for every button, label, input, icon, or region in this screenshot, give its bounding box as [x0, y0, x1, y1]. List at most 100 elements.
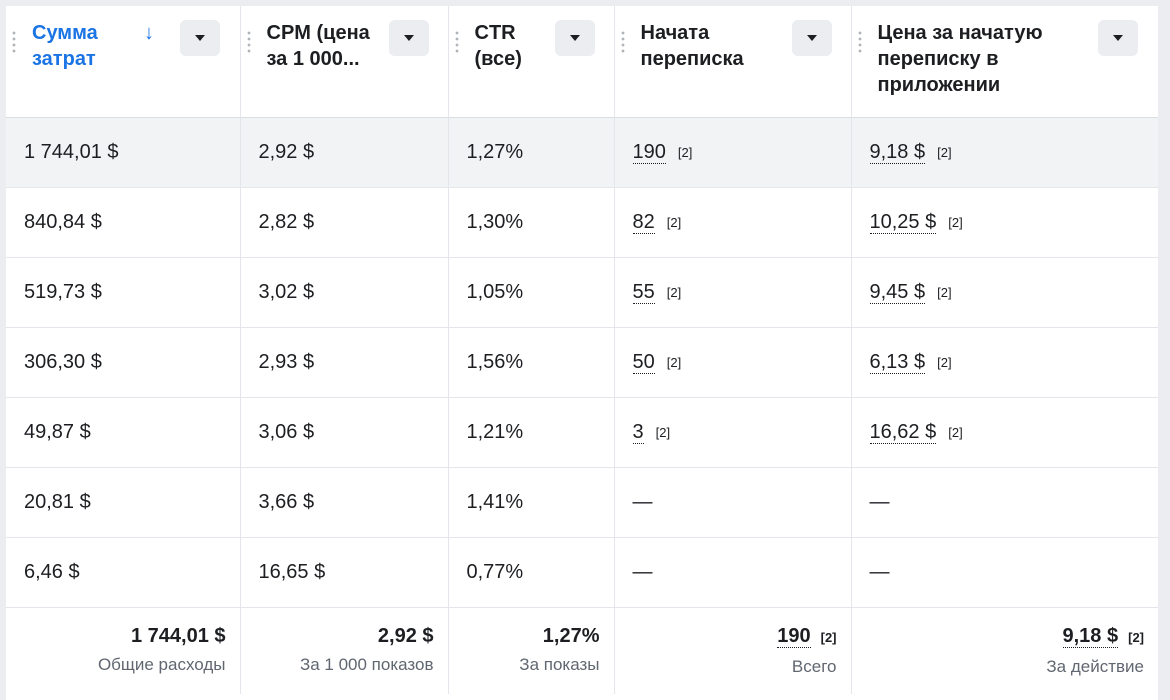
total-spend-caption: Общие расходы: [97, 654, 226, 674]
attribution-note: [2]: [948, 214, 963, 230]
table-row[interactable]: 840,84 $ 2,82 $ 1,30% 82 [2] 10,25 $ [2]: [6, 187, 1158, 258]
column-drag-handle-icon[interactable]: [246, 30, 251, 54]
column-label-conversations[interactable]: Начата переписка: [640, 22, 744, 70]
conversations-link[interactable]: 50: [632, 350, 655, 374]
cell-ctr: 1,05%: [448, 257, 615, 328]
total-cpm-caption: За 1 000 показов: [299, 654, 434, 674]
cell-spend: 1 744,01 $: [6, 117, 241, 188]
cell-ctr: 1,30%: [448, 187, 615, 258]
top-edge: [0, 0, 1170, 6]
attribution-note: [2]: [666, 214, 682, 230]
column-header-conversations[interactable]: Начата переписка: [614, 6, 852, 118]
attribution-note: [2]: [666, 354, 682, 370]
cell-ctr: 1,56%: [448, 327, 615, 398]
caret-down-icon: [195, 35, 205, 41]
cost-link[interactable]: 9,18 $: [869, 140, 926, 164]
attribution-note: [2]: [655, 424, 671, 440]
attribution-note: [2]: [937, 354, 952, 370]
total-spend: 1 744,01 $ Общие расходы: [6, 607, 241, 694]
attribution-note: [2]: [820, 629, 837, 645]
cell-cost-per-conversation: —: [851, 537, 1158, 608]
attribution-note: [2]: [937, 284, 952, 300]
column-menu-button[interactable]: [1097, 20, 1138, 56]
cell-spend: 20,81 $: [6, 467, 241, 538]
cell-conversations: 3 [2]: [614, 397, 852, 468]
empty-value-dash: —: [869, 560, 890, 583]
column-header-spend[interactable]: Сумма затрат ↓: [6, 6, 241, 118]
table-row[interactable]: 519,73 $ 3,02 $ 1,05% 55 [2] 9,45 $ [2]: [6, 257, 1158, 328]
column-drag-handle-icon[interactable]: [454, 30, 459, 54]
empty-value-dash: —: [632, 560, 653, 583]
total-cost-caption: За действие: [1046, 656, 1144, 676]
attribution-note: [2]: [677, 144, 693, 160]
column-label-ctr[interactable]: CTR (все): [474, 22, 522, 70]
cost-link[interactable]: 6,13 $: [869, 350, 926, 374]
column-menu-button[interactable]: [388, 20, 429, 56]
table-row[interactable]: 306,30 $ 2,93 $ 1,56% 50 [2] 6,13 $ [2]: [6, 327, 1158, 398]
empty-value-dash: —: [632, 490, 653, 513]
column-header-cost-per-conversation[interactable]: Цена за начатую переписку в приложении: [851, 6, 1158, 118]
cell-conversations: 82 [2]: [614, 187, 852, 258]
cell-cost-per-conversation: 9,45 $ [2]: [851, 257, 1158, 328]
column-label-cpm[interactable]: CPM (цена за 1 000...: [266, 22, 370, 70]
cell-ctr: 1,21%: [448, 397, 615, 468]
cell-conversations: 50 [2]: [614, 327, 852, 398]
conversations-link[interactable]: 190: [632, 140, 666, 164]
column-label-spend[interactable]: Сумма затрат: [32, 22, 98, 70]
table-row[interactable]: 49,87 $ 3,06 $ 1,21% 3 [2] 16,62 $ [2]: [6, 397, 1158, 468]
column-menu-button[interactable]: [791, 20, 832, 56]
attribution-note: [2]: [1128, 629, 1144, 645]
total-cost-per-conversation: 9,18 $ [2] За действие: [851, 607, 1158, 694]
cell-conversations: 55 [2]: [614, 257, 852, 328]
cell-cpm: 2,93 $: [240, 327, 449, 398]
cost-link[interactable]: 16,62 $: [869, 420, 937, 444]
cell-cpm: 2,82 $: [240, 187, 449, 258]
total-ctr-caption: За показы: [519, 654, 600, 674]
conversations-link[interactable]: 55: [632, 280, 655, 304]
cost-link[interactable]: 10,25 $: [869, 210, 937, 234]
cell-cost-per-conversation: 16,62 $ [2]: [851, 397, 1158, 468]
column-label-cost-per-conversation[interactable]: Цена за начатую переписку в приложении: [877, 22, 1043, 96]
table-row[interactable]: 6,46 $ 16,65 $ 0,77% — —: [6, 537, 1158, 608]
cell-cpm: 3,66 $: [240, 467, 449, 538]
cell-cost-per-conversation: —: [851, 467, 1158, 538]
conversations-link[interactable]: 82: [632, 210, 655, 234]
cost-link[interactable]: 9,45 $: [869, 280, 926, 304]
sort-descending-icon[interactable]: ↓: [144, 22, 154, 44]
cell-cost-per-conversation: 9,18 $ [2]: [851, 117, 1158, 188]
totals-row: 1 744,01 $ Общие расходы 2,92 $ За 1 000…: [6, 607, 1158, 694]
column-drag-handle-icon[interactable]: [620, 30, 625, 54]
total-cost-link[interactable]: 9,18 $: [1062, 624, 1119, 648]
total-conversations: 190 [2] Всего: [614, 607, 852, 694]
column-menu-button[interactable]: [180, 20, 220, 56]
table-row[interactable]: 20,81 $ 3,66 $ 1,41% — —: [6, 467, 1158, 538]
table-row[interactable]: 1 744,01 $ 2,92 $ 1,27% 190 [2] 9,18 $ [2]: [6, 117, 1158, 188]
column-header-ctr[interactable]: CTR (все): [448, 6, 615, 118]
column-drag-handle-icon[interactable]: [12, 30, 16, 54]
cell-ctr: 1,41%: [448, 467, 615, 538]
caret-down-icon: [1112, 35, 1123, 41]
attribution-note: [2]: [666, 284, 682, 300]
total-ctr-value: 1,27%: [542, 624, 600, 647]
header-row: Сумма затрат ↓ CPM (цена за 1 000...: [6, 6, 1158, 118]
cell-cpm: 3,06 $: [240, 397, 449, 468]
conversations-link[interactable]: 3: [632, 420, 644, 444]
column-header-cpm[interactable]: CPM (цена за 1 000...: [240, 6, 449, 118]
caret-down-icon: [569, 35, 580, 41]
left-edge: [0, 0, 6, 700]
total-conversations-link[interactable]: 190: [777, 624, 811, 648]
cell-spend: 6,46 $: [6, 537, 241, 608]
ads-report-table: Сумма затрат ↓ CPM (цена за 1 000...: [6, 6, 1158, 694]
cell-conversations: 190 [2]: [614, 117, 852, 188]
total-spend-value: 1 744,01 $: [130, 624, 226, 647]
column-menu-button[interactable]: [554, 20, 595, 56]
cell-cpm: 2,92 $: [240, 117, 449, 188]
caret-down-icon: [806, 35, 817, 41]
caret-down-icon: [403, 35, 414, 41]
attribution-note: [2]: [948, 424, 963, 440]
total-conversations-caption: Всего: [791, 656, 837, 676]
cell-conversations: —: [614, 537, 852, 608]
total-ctr: 1,27% За показы: [448, 607, 615, 694]
column-drag-handle-icon[interactable]: [857, 30, 862, 54]
